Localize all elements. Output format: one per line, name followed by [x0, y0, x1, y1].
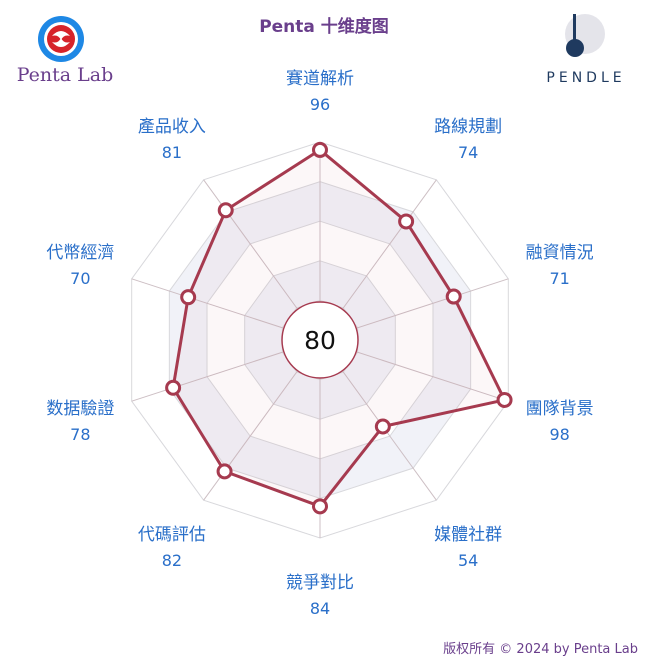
axis-label-6: 代碼評估 [138, 525, 206, 545]
data-label-4: 54 [458, 551, 478, 570]
penta-lab-logo-icon [38, 16, 84, 62]
data-label-3: 98 [549, 425, 569, 444]
pendle-logo-icon [565, 14, 605, 57]
brand-left-name: Penta Lab [16, 64, 114, 86]
data-label-7: 78 [70, 425, 90, 444]
axis-label-1: 路線規劃 [434, 117, 502, 137]
data-label-5: 84 [310, 599, 330, 618]
axis-label-8: 代幣經濟 [46, 243, 114, 263]
data-point-8 [180, 289, 197, 306]
data-label-6: 82 [162, 551, 182, 570]
title: Penta 十维度图 [259, 17, 389, 37]
data-label-8: 70 [70, 269, 90, 288]
data-point-9 [217, 202, 234, 219]
axis-label-4: 媒體社群 [434, 525, 502, 545]
data-label-2: 71 [549, 269, 569, 288]
center-circle [281, 301, 359, 379]
data-point-5 [312, 498, 328, 515]
data-point-4 [374, 418, 391, 435]
axis-label-2: 融資情況 [526, 243, 594, 263]
data-point-1 [398, 213, 415, 230]
radar-labels: 賽道解析 96 路線規劃 74 融資情況 71 團隊背景 98 媒體社群 54 競爭對比 84 代碼評估… [46, 68, 593, 618]
data-label-9: 81 [162, 143, 182, 162]
axis-label-3: 團隊背景 [526, 399, 594, 419]
axis-label-5: 競爭對比 [286, 573, 354, 593]
center-value: 80 [304, 326, 336, 355]
axis-label-7: 数据驗證 [46, 399, 114, 419]
brand-right-name: PENDLE [546, 70, 626, 86]
axis-label-9: 產品收入 [138, 117, 206, 137]
copyright: 版权所有 © 2024 by Penta Lab [443, 642, 638, 657]
axis-label-0: 賽道解析 [286, 68, 354, 89]
data-point-7 [165, 379, 182, 396]
data-point-6 [216, 463, 233, 480]
data-point-2 [445, 288, 462, 305]
data-point-0 [312, 141, 328, 158]
data-label-0: 96 [310, 95, 330, 114]
data-label-1: 74 [458, 143, 478, 162]
data-point-3 [496, 391, 513, 408]
